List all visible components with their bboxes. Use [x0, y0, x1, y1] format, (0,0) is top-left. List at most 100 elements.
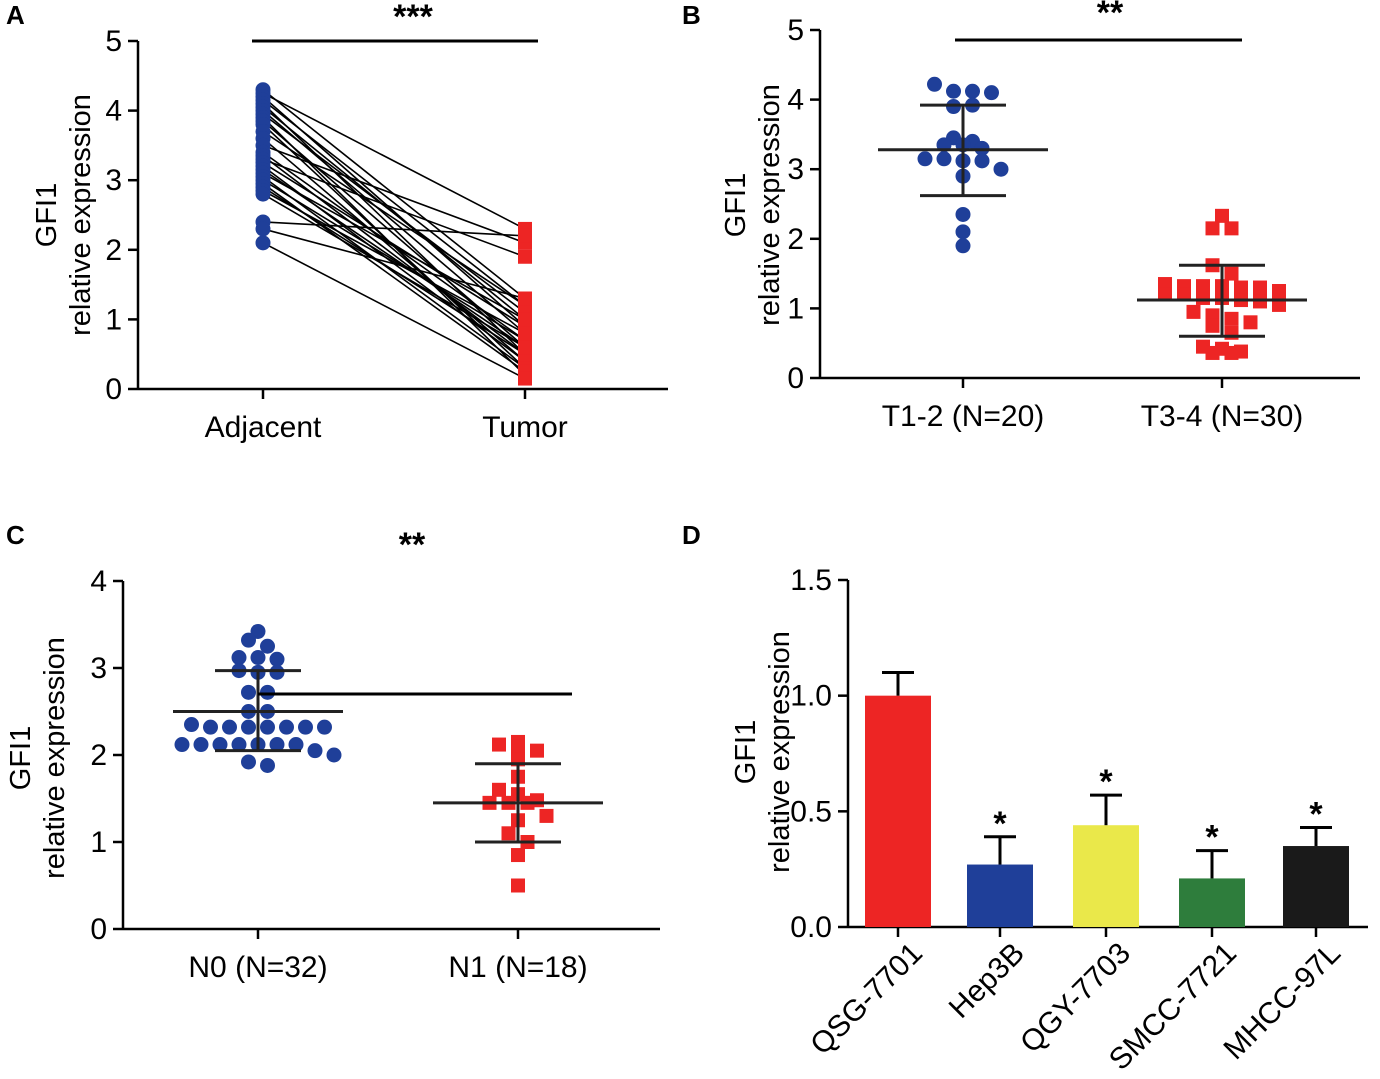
panel-a-pair-line — [262, 179, 526, 341]
panel-c-point-group1 — [269, 664, 285, 680]
panel-c-point-group1 — [269, 737, 285, 753]
panel-d-y-tick-label: 1.0 — [790, 680, 832, 713]
panel-c-point-group1 — [260, 684, 275, 700]
panel-b-x-tick-label: T3-4 (N=30) — [1141, 400, 1304, 433]
panel-d-y-axis-title: GFI1 relative expression — [730, 631, 796, 873]
panel-b-point-group1 — [955, 224, 971, 240]
panel-c-point-group1 — [241, 754, 256, 770]
panel-b-point-group2 — [1177, 287, 1191, 302]
panel-a-tumor-point — [518, 326, 532, 341]
panel-b-y-title-line1: GFI1 — [720, 173, 752, 237]
panel-d-bar — [1073, 825, 1139, 927]
panel-c-point-group1 — [241, 719, 256, 735]
panel-a-pair-line — [262, 99, 526, 307]
panel-c-point-group1 — [279, 719, 294, 735]
panel-a-pair-line — [262, 137, 526, 362]
panel-c-point-group1 — [203, 719, 218, 735]
panel-b-point-group1 — [974, 153, 990, 169]
panel-b-y-tick-label: 1 — [787, 292, 804, 325]
panel-d: D GFI1 relative expression 0.0 0.5 1.0 1.5 Q… — [682, 520, 1368, 1077]
panel-d-bar — [967, 864, 1033, 927]
panel-c-point-group2 — [492, 782, 506, 797]
panel-c-point-group1 — [231, 650, 247, 666]
panel-a-x-tick-label: Tumor — [482, 411, 568, 444]
panel-d-star-label: * — [1205, 819, 1219, 857]
panel-c-point-group1 — [298, 719, 313, 735]
panel-b: B GFI1 relative expression 0 1 2 3 4 5 T1-2 (N… — [682, 0, 1360, 433]
panel-b-point-group2 — [1234, 280, 1248, 295]
panel-c-point-group1 — [241, 632, 256, 648]
panel-c-point-group1 — [260, 719, 275, 735]
panel-d-x-tick-label: QSG-7701 — [804, 937, 929, 1062]
panel-b-point-group2 — [1158, 287, 1172, 302]
panel-b-point-group1 — [946, 83, 961, 99]
panel-a-pair-line — [262, 144, 526, 244]
panel-b-point-group1 — [955, 206, 971, 222]
panel-a-tumor-point — [518, 291, 532, 306]
panel-a-tumor-point — [518, 228, 532, 243]
panel-c-y-tick-label: 2 — [90, 739, 107, 772]
panel-b-point-group1 — [917, 151, 933, 167]
panel-d-star-label: * — [1099, 763, 1113, 801]
panel-d-y-tick-label: 0.0 — [790, 911, 832, 944]
panel-c-point-group1 — [241, 684, 256, 700]
panel-d-y-title-line1: GFI1 — [730, 720, 762, 784]
panel-d-star-label: * — [993, 805, 1007, 843]
panel-b-point-group2 — [1186, 304, 1201, 319]
panel-c-point-group1 — [260, 638, 275, 654]
panel-a-y-title-line2: relative expression — [65, 94, 97, 336]
panel-d-bar — [1179, 878, 1245, 927]
panel-c-point-group1 — [269, 651, 285, 667]
panel-c-point-group1 — [193, 737, 209, 753]
panel-a-pair-line — [262, 193, 526, 348]
panel-label-b: B — [682, 0, 701, 30]
panel-c-y-axis-title: GFI1 relative expression — [5, 637, 71, 879]
panel-b-point-group2 — [1224, 221, 1239, 236]
panel-b-y-tick-label: 4 — [787, 84, 804, 117]
panel-a-plot: 0 1 2 3 4 5 Adjacent Tumor *** — [105, 0, 668, 444]
panel-c-y-tick-label: 0 — [90, 913, 107, 946]
panel-a-tumor-point — [518, 312, 532, 327]
panel-a-pair-line — [262, 176, 526, 369]
panel-b-y-axis-title: GFI1 relative expression — [720, 84, 786, 326]
panel-a: A GFI1 relative expression 0 1 2 3 4 5 Adjacen… — [6, 0, 668, 444]
panel-a-y-tick-label: 2 — [105, 234, 122, 267]
panel-a-pair-line — [262, 242, 526, 380]
panel-a-y-tick-label: 5 — [105, 25, 122, 58]
panel-c-y-tick-label: 4 — [90, 565, 107, 598]
panel-c-point-group1 — [231, 737, 247, 753]
panel-a-y-tick-label: 3 — [105, 164, 122, 197]
panel-c-y-title-line2: relative expression — [39, 637, 71, 879]
panel-b-point-group2 — [1196, 279, 1210, 294]
panel-c-point-group1 — [222, 719, 237, 735]
panel-a-pair-line — [262, 172, 526, 321]
panel-d-x-tick-label: Hep3B — [943, 937, 1031, 1025]
panel-b-y-tick-label: 2 — [787, 223, 804, 256]
panel-a-pair-line — [262, 221, 526, 237]
panel-a-adjacent-point — [255, 186, 271, 202]
panel-a-pair-line — [262, 169, 526, 348]
panel-c-point-group1 — [317, 719, 332, 735]
panel-b-point-group2 — [1224, 266, 1239, 281]
panel-d-y-tick-label: 1.5 — [790, 564, 832, 597]
panel-b-y-tick-label: 3 — [787, 153, 804, 186]
panel-c-point-group2 — [539, 808, 554, 823]
panel-a-pair-line — [262, 130, 526, 307]
panel-b-point-group1 — [993, 161, 1009, 177]
panel-b-point-group1 — [936, 151, 952, 167]
panel-c-point-group2 — [511, 739, 525, 754]
panel-a-pair-line — [262, 92, 526, 230]
panel-b-y-tick-label: 0 — [787, 362, 804, 395]
panel-b-point-group1 — [927, 76, 942, 92]
panel-label-d: D — [682, 520, 701, 550]
panel-c-point-group2 — [511, 878, 525, 893]
panel-b-point-group1 — [955, 238, 971, 254]
panel-b-point-group2 — [1205, 318, 1220, 333]
panel-a-y-tick-label: 4 — [105, 95, 122, 128]
panel-a-adjacent-point — [255, 235, 271, 251]
panel-c-point-group2 — [492, 737, 506, 752]
panel-c-y-tick-label: 3 — [90, 652, 107, 685]
panel-a-y-tick-label: 1 — [105, 303, 122, 336]
panel-c-point-group1 — [174, 737, 190, 753]
panel-b-point-group2 — [1196, 290, 1210, 305]
